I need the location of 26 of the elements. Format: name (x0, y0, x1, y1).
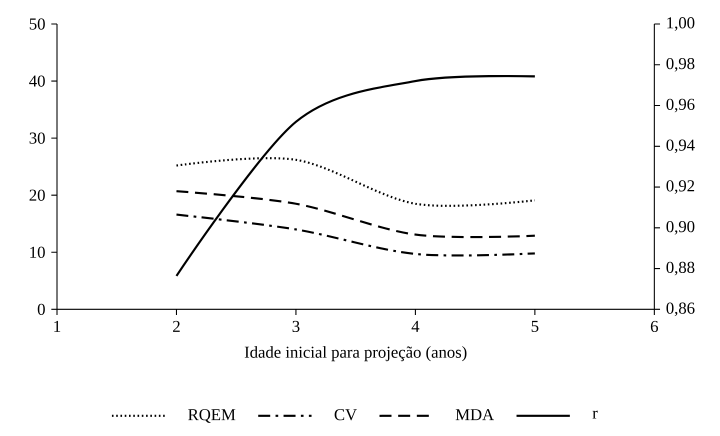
x-tick-label: 5 (532, 320, 538, 332)
legend-label: MDA (456, 409, 494, 420)
y-tick-label: 0 (38, 304, 45, 315)
y2-tick-label: 0,92 (666, 180, 694, 194)
legend-label: RQEM (188, 409, 236, 423)
y2-tick-label: 0,94 (666, 139, 695, 154)
y-tick-label: 10 (30, 246, 45, 258)
line-series (175, 74, 536, 277)
y-tick-label: 40 (29, 75, 45, 87)
x-tick-label: 2 (173, 320, 180, 332)
y2-tick-label: 0,86 (666, 302, 695, 316)
x-tick-label: 4 (412, 320, 420, 332)
x-tick-label: 6 (650, 320, 658, 332)
x-tick-label: 1 (54, 320, 60, 332)
y-tick-label: 30 (30, 132, 45, 144)
x-tick-label: 3 (292, 320, 300, 332)
x-axis-title: Idade inicial para projeção (anos) (244, 346, 466, 362)
y2-tick-label: 0,90 (666, 220, 694, 235)
legend-label: r (592, 410, 598, 419)
y2-tick-label: 0,96 (666, 98, 695, 112)
y2-tick-label: 1,00 (667, 17, 694, 31)
legend-label: CV (334, 409, 357, 420)
y2-tick-label: 0,98 (666, 58, 694, 72)
y-tick-label: 20 (30, 190, 45, 201)
y-tick-label: 50 (30, 18, 45, 30)
y2-tick-label: 0,88 (666, 262, 694, 276)
